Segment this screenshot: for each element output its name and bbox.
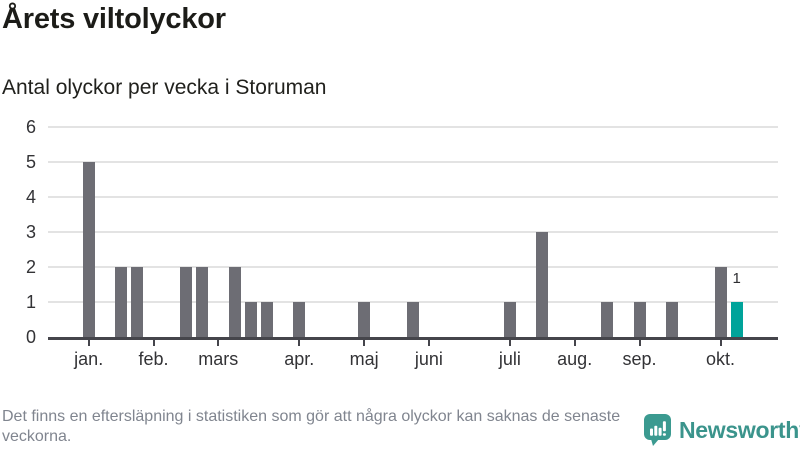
bar-week-4 [131, 267, 144, 337]
x-axis-line [48, 337, 778, 340]
x-axis-label-juni: juni [414, 349, 443, 369]
x-axis-label-jan: jan. [74, 349, 104, 369]
bar-week-3 [115, 267, 128, 337]
x-axis-tick-juli [508, 340, 511, 346]
highlight-bar-week-41 [730, 302, 743, 337]
y-axis-tick-label: 2 [25, 257, 36, 277]
x-axis-label-aug: aug. [557, 349, 593, 369]
x-axis-label-sep: sep. [622, 349, 657, 369]
x-axis-label-juli: juli [498, 349, 521, 369]
bar-week-7 [179, 267, 192, 337]
x-axis-tick-aug [573, 340, 576, 346]
bar-week-8 [196, 267, 209, 337]
bar-week-40 [714, 267, 727, 337]
x-axis-tick-maj [363, 340, 366, 346]
y-axis-tick-label: 1 [25, 292, 36, 312]
gridline-y3 [48, 231, 778, 233]
y-axis-tick-label: 6 [25, 117, 36, 137]
x-axis-label-apr: apr. [284, 349, 315, 369]
bar-week-11 [244, 302, 257, 337]
newsworthy-logo-icon [644, 414, 671, 446]
highlight-data-label: 1 [732, 270, 741, 287]
bar-week-27 [503, 302, 516, 337]
gridline-y4 [48, 196, 778, 198]
gridline-y5 [48, 161, 778, 163]
bar-week-29 [536, 232, 549, 337]
bar-week-12 [260, 302, 273, 337]
newsworthy-wordmark: Newsworthy [679, 416, 800, 443]
bar-week-10 [228, 267, 241, 337]
x-axis-tick-juni [427, 340, 430, 346]
x-axis-tick-sep [638, 340, 641, 346]
chart-title: Årets viltolyckor [2, 3, 226, 35]
bar-week-14 [293, 302, 306, 337]
bar-week-1 [82, 162, 95, 337]
x-axis-label-mars: mars [198, 349, 239, 369]
x-axis-tick-feb [152, 340, 155, 346]
x-axis-tick-mars [217, 340, 220, 346]
x-axis-label-feb: feb. [138, 349, 169, 369]
bar-week-33 [601, 302, 614, 337]
x-axis-label-okt: okt. [705, 349, 735, 369]
x-axis-tick-okt [719, 340, 722, 346]
bar-week-35 [633, 302, 646, 337]
gridline-y2 [48, 266, 778, 268]
bar-week-21 [406, 302, 419, 337]
footer-note: Det finns en eftersläpning i statistiken… [2, 408, 621, 446]
y-axis-tick-label: 5 [25, 152, 36, 172]
bar-week-37 [665, 302, 678, 337]
y-axis-tick-label: 4 [25, 187, 36, 207]
chart-subtitle: Antal olyckor per vecka i Storuman [2, 76, 327, 99]
gridline-y6 [48, 126, 778, 128]
x-axis-label-maj: maj [349, 349, 379, 369]
newsworthy-logo[interactable]: Newsworthy [644, 413, 800, 447]
x-axis-tick-apr [298, 340, 301, 346]
y-axis-tick-label: 3 [25, 222, 36, 242]
y-axis-tick-label: 0 [25, 327, 36, 347]
x-axis-tick-jan [87, 340, 90, 346]
bar-week-18 [358, 302, 371, 337]
